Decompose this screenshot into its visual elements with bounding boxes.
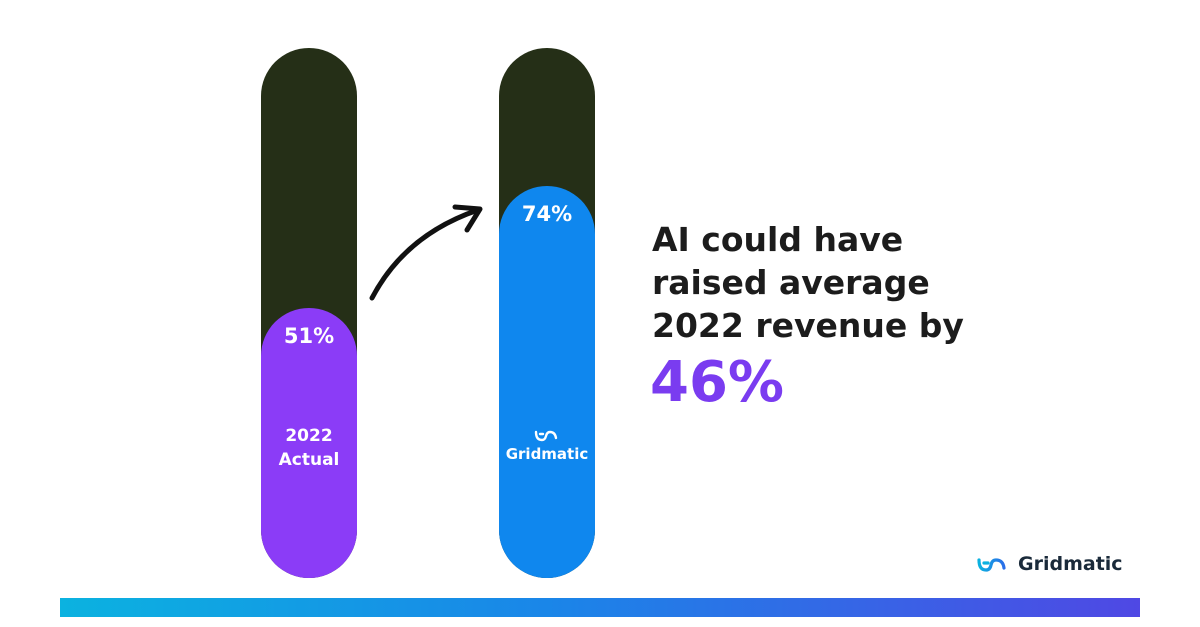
bar-track-2022-actual: 51% 2022 Actual bbox=[261, 48, 357, 578]
growth-arrow-icon bbox=[369, 204, 483, 301]
headline-line-1: AI could have bbox=[652, 220, 904, 259]
gridmatic-logo-icon bbox=[534, 430, 558, 442]
brand-logo: Gridmatic bbox=[976, 553, 1123, 575]
category-label-line-1: 2022 bbox=[285, 426, 333, 446]
bar-value-label-2022-actual: 51% bbox=[283, 323, 335, 348]
headline: AI could have raised average 2022 revenu… bbox=[652, 218, 964, 347]
bar-track-gridmatic: 74% Gridmatic bbox=[499, 48, 595, 578]
headline-line-3: 2022 revenue by bbox=[652, 306, 964, 345]
highlight-value: 46% bbox=[650, 350, 785, 415]
category-label-2022-actual: 2022 Actual bbox=[261, 424, 357, 472]
category-label-text: Gridmatic bbox=[505, 445, 589, 463]
gridmatic-logo-icon bbox=[977, 558, 1006, 572]
bar-fill-2022-actual bbox=[261, 307, 357, 578]
bar-fill-gridmatic bbox=[499, 185, 595, 578]
headline-line-2: raised average bbox=[652, 263, 930, 302]
category-label-gridmatic: Gridmatic bbox=[499, 428, 595, 463]
brand-name: Gridmatic bbox=[1018, 553, 1123, 575]
category-label-line-2: Actual bbox=[278, 450, 340, 470]
bar-value-label-gridmatic: 74% bbox=[521, 201, 573, 226]
footer-gradient-strip bbox=[60, 598, 1140, 617]
